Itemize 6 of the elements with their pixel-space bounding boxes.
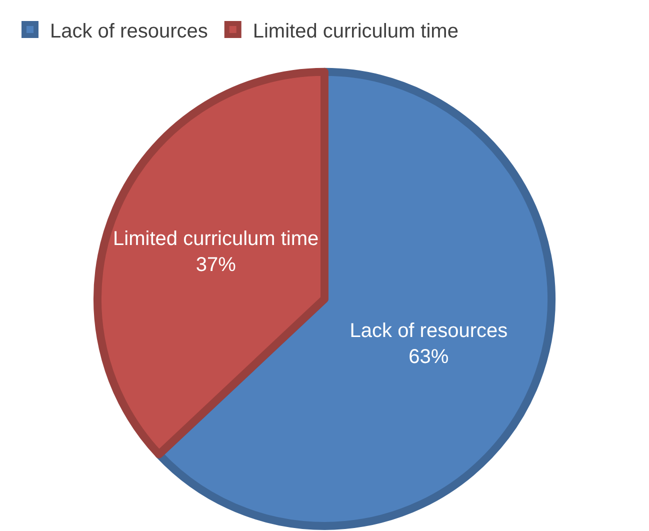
data-label: 37% [196,254,236,276]
legend-label: Lack of resources [50,20,208,42]
data-label: 63% [408,346,449,368]
slice-label: Lack of resources [350,320,508,342]
legend-label: Limited curriculum time [252,20,458,42]
slice-label: Limited curriculum time [113,228,319,250]
